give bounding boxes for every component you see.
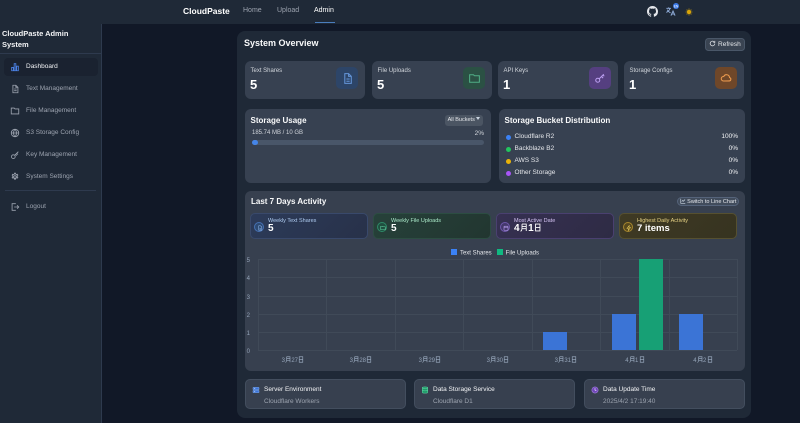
svg-text:EN: EN xyxy=(674,4,679,8)
